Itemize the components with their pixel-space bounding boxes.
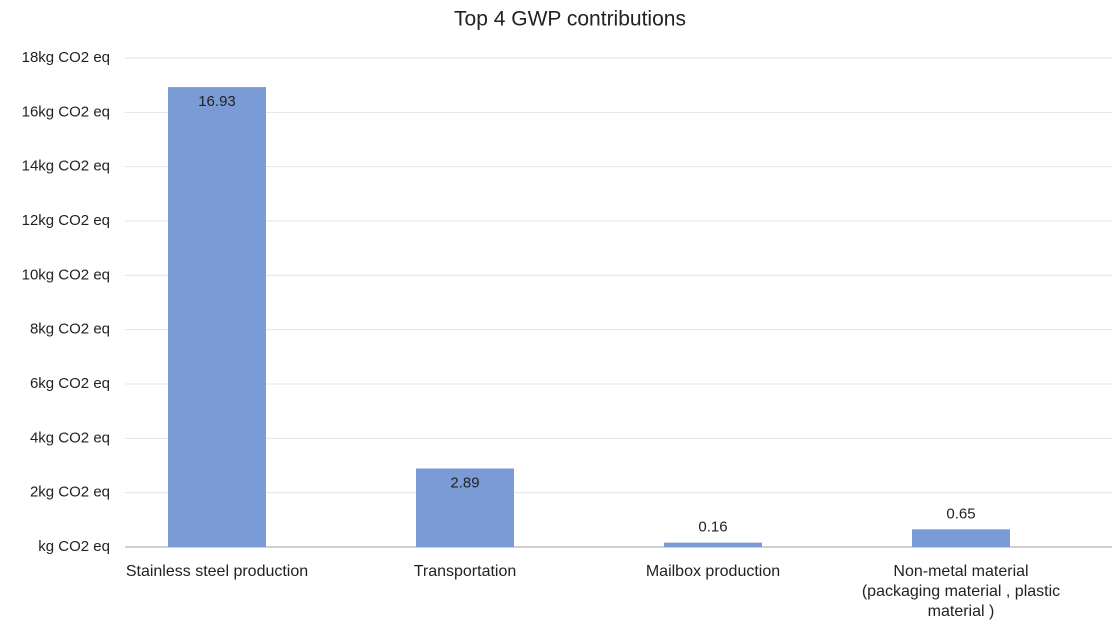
bar <box>168 87 266 548</box>
bar <box>664 542 762 547</box>
y-tick-label: 16kg CO2 eq <box>22 103 110 120</box>
y-tick-label: 10kg CO2 eq <box>22 266 110 283</box>
bar <box>416 468 514 547</box>
y-tick-label: 18kg CO2 eq <box>22 49 110 66</box>
y-tick-label: 8kg CO2 eq <box>30 321 110 338</box>
x-tick-label: Mailbox production <box>645 563 781 580</box>
y-tick-label: kg CO2 eq <box>38 538 110 555</box>
chart-title: Top 4 GWP contributions <box>454 8 686 31</box>
data-label: 2.89 <box>450 474 479 491</box>
data-label: 0.65 <box>946 505 975 522</box>
y-tick-label: 14kg CO2 eq <box>22 158 110 175</box>
y-tick-label: 6kg CO2 eq <box>30 375 110 392</box>
y-tick-label: 2kg CO2 eq <box>30 484 110 501</box>
y-tick-label: 4kg CO2 eq <box>30 429 110 446</box>
bar <box>912 529 1010 547</box>
x-tick-label: Transportation <box>413 563 517 580</box>
data-label: 16.93 <box>198 93 236 110</box>
x-tick-label: Non-metal material (packaging material ,… <box>861 563 1061 620</box>
x-tick-label: Stainless steel production <box>125 563 309 580</box>
y-tick-label: 12kg CO2 eq <box>22 212 110 229</box>
data-label: 0.16 <box>698 519 727 536</box>
